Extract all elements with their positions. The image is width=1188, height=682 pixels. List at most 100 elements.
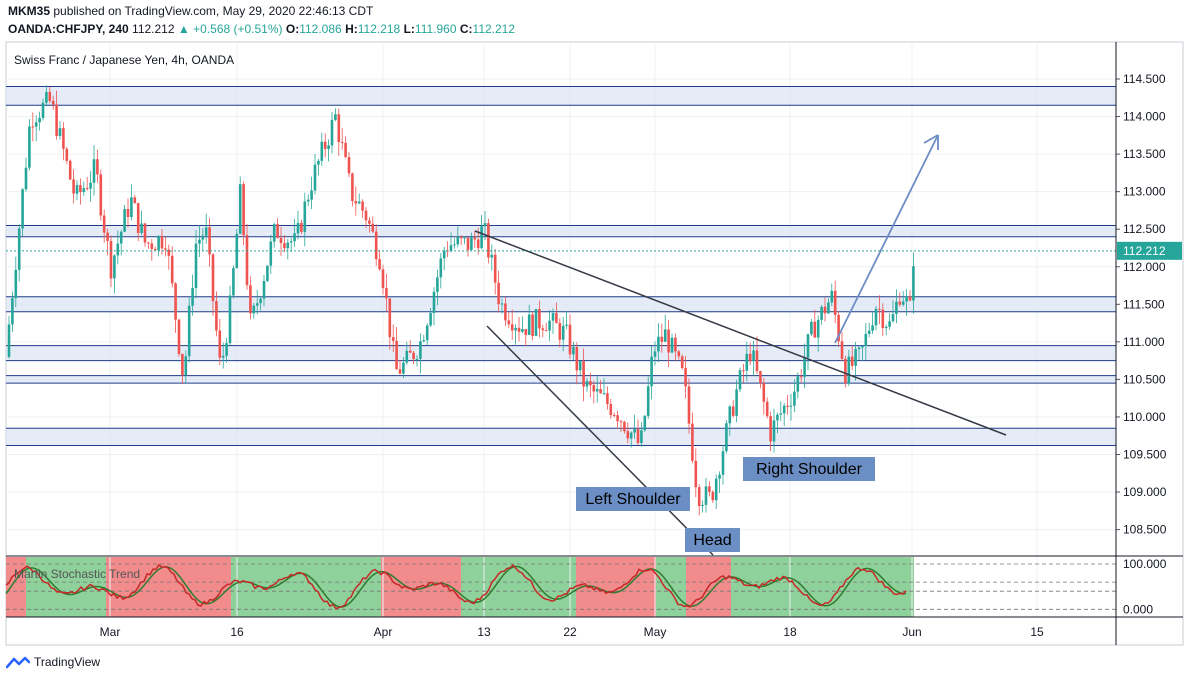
y-tick-label: 112.500 xyxy=(1123,222,1166,236)
candle-body xyxy=(782,405,786,414)
candle-body xyxy=(551,313,555,321)
candle-body xyxy=(378,259,381,270)
candle-body xyxy=(340,141,344,143)
x-tick-label: 13 xyxy=(477,625,491,639)
candle-body xyxy=(408,350,412,353)
oscillator-title: Martin Stochastic Trend xyxy=(14,567,140,581)
candle-body xyxy=(85,188,89,190)
y-tick-label: 109.000 xyxy=(1123,485,1167,499)
symbol-label[interactable]: OANDA:CHFJPY, 240 xyxy=(8,22,129,36)
high-label: H: xyxy=(345,22,358,36)
candle-body xyxy=(755,350,759,372)
candle-body xyxy=(524,329,528,335)
candle-body xyxy=(769,416,772,442)
candle-body xyxy=(806,334,810,358)
candle-body xyxy=(725,423,728,452)
candle-body xyxy=(480,226,483,249)
close-value: 112.212 xyxy=(472,22,516,36)
y-tick-label: 109.500 xyxy=(1123,448,1167,462)
candle-body xyxy=(660,336,664,342)
x-tick-label: Mar xyxy=(100,625,121,639)
candle-body xyxy=(405,350,409,363)
candle-body xyxy=(619,421,623,423)
candle-body xyxy=(697,487,701,507)
candle-body xyxy=(412,352,415,360)
candle-body xyxy=(840,341,844,359)
last-price-label: 112.212 xyxy=(1123,244,1166,258)
candle-body xyxy=(589,381,592,386)
oscillator-main-line xyxy=(5,563,907,610)
candle-body xyxy=(578,360,582,371)
author-name[interactable]: MKM35 xyxy=(8,4,51,18)
candle-body xyxy=(905,296,908,302)
candle-body xyxy=(351,173,354,202)
candle-body xyxy=(48,91,52,101)
candle-body xyxy=(895,301,898,315)
candle-body xyxy=(198,239,201,244)
candle-body xyxy=(170,255,174,284)
candle-body xyxy=(150,243,154,249)
candle-body xyxy=(381,269,385,289)
candle-body xyxy=(303,201,307,232)
candle-body xyxy=(391,337,395,341)
candle-body xyxy=(731,406,735,416)
tradingview-logo-icon xyxy=(6,656,30,669)
candle-body xyxy=(153,248,157,251)
candle-body xyxy=(106,232,109,241)
candle-body xyxy=(347,157,351,174)
oscillator-segment xyxy=(731,557,771,617)
zone-rect xyxy=(6,428,1116,446)
candle-body xyxy=(113,255,116,279)
candle-body xyxy=(245,235,249,286)
candle-body xyxy=(252,305,256,314)
candle-body xyxy=(653,351,657,357)
candle-body xyxy=(582,360,585,387)
candle-body xyxy=(269,241,273,266)
up-arrow-icon: ▲ xyxy=(177,22,190,36)
candle-body xyxy=(572,347,575,355)
candle-body xyxy=(677,351,681,357)
oscillator-segment xyxy=(106,557,231,617)
candle-body xyxy=(208,227,211,255)
x-tick-label: May xyxy=(644,625,667,639)
candle-body xyxy=(864,333,868,346)
oscillator-segment xyxy=(6,557,26,617)
upper-trend-line xyxy=(474,230,1007,436)
candle-body xyxy=(606,393,609,405)
candle-body xyxy=(102,215,106,233)
candle-body xyxy=(874,308,878,326)
candle-body xyxy=(884,326,888,329)
candle-body xyxy=(293,233,296,242)
candle-body xyxy=(422,340,426,342)
candle-body xyxy=(143,223,147,243)
candle-body xyxy=(181,353,184,376)
candle-body xyxy=(330,119,334,146)
candle-body xyxy=(680,356,684,369)
candle-body xyxy=(908,296,912,301)
candle-body xyxy=(317,160,320,165)
candle-body xyxy=(174,283,177,320)
candle-body xyxy=(228,295,232,344)
candle-body xyxy=(283,243,286,249)
y-tick-label: 111.000 xyxy=(1123,335,1165,349)
zone-rect xyxy=(6,375,1116,384)
chart-canvas[interactable]: Left Shoulder Head Right Shoulder Mar 16 Apr… xyxy=(0,0,1188,650)
oscillator-tick-label: 100.000 xyxy=(1123,557,1167,571)
candle-body xyxy=(837,314,840,342)
candle-body xyxy=(473,237,477,240)
footer-brand[interactable]: TradingView xyxy=(34,655,101,669)
candle-body xyxy=(555,313,558,324)
candle-body xyxy=(130,197,133,218)
candle-body xyxy=(847,356,851,384)
candle-body xyxy=(45,91,48,103)
candle-body xyxy=(493,254,497,283)
candle-body xyxy=(456,236,460,245)
candle-body xyxy=(344,142,347,158)
candle-body xyxy=(136,203,140,233)
candle-body xyxy=(31,126,35,128)
candle-body xyxy=(701,504,704,507)
candle-body xyxy=(296,222,300,234)
candle-body xyxy=(55,104,58,137)
x-tick-label: 15 xyxy=(1030,625,1044,639)
candle-body xyxy=(133,197,137,204)
